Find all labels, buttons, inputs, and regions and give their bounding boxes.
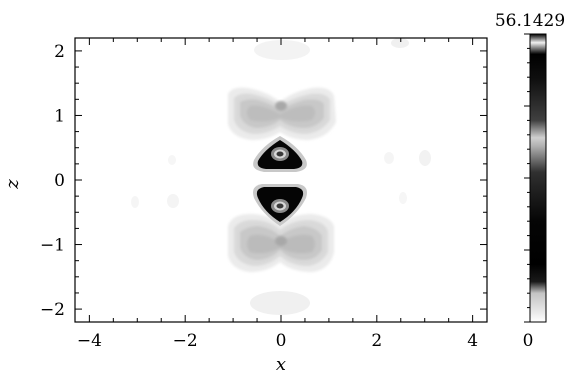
y-tick-label: 0 <box>54 171 65 191</box>
faint-blob-left <box>167 194 179 208</box>
y-tick-label: −1 <box>40 236 65 256</box>
faint-blob-right <box>419 150 431 166</box>
faint-blob-right-2 <box>384 152 394 164</box>
faint-blob-top <box>254 40 310 60</box>
upper-lobe-dimple <box>275 101 287 111</box>
lower-lobe-dimple <box>275 236 287 246</box>
contour-fields <box>131 38 431 315</box>
upper-lobe <box>228 87 336 140</box>
x-axis-ticks <box>88 38 474 322</box>
plot-area <box>75 38 487 322</box>
y-axis-label: z <box>2 179 23 190</box>
faint-blob-left-3 <box>168 155 176 165</box>
x-tick-label: −4 <box>77 331 102 351</box>
faint-blob-bottom <box>250 291 310 315</box>
faint-blob-left-2 <box>131 196 139 208</box>
y-axis-ticks <box>75 50 487 310</box>
faint-blob-top-right <box>391 38 409 48</box>
colorbar <box>529 33 547 323</box>
colorbar-min-label: 0 <box>523 331 534 351</box>
upper-peak <box>253 136 307 172</box>
y-tick-label: 2 <box>54 42 65 62</box>
colorbar-max-label: 56.1429 <box>495 11 565 31</box>
x-tick-label: −2 <box>173 331 198 351</box>
x-tick-label: 4 <box>467 331 478 351</box>
y-tick-label: 1 <box>54 106 65 126</box>
lower-peak <box>253 184 307 226</box>
x-tick-label: 0 <box>276 331 287 351</box>
y-axis-tick-labels: 2 1 0 −1 −2 <box>40 42 65 320</box>
faint-blob-right-3 <box>399 192 407 204</box>
x-tick-label: 2 <box>371 331 382 351</box>
colorbar-ticks <box>524 33 530 323</box>
x-axis-tick-labels: −4 −2 0 2 4 <box>77 331 478 351</box>
y-tick-label: −2 <box>40 300 65 320</box>
x-axis-label: x <box>276 354 286 375</box>
